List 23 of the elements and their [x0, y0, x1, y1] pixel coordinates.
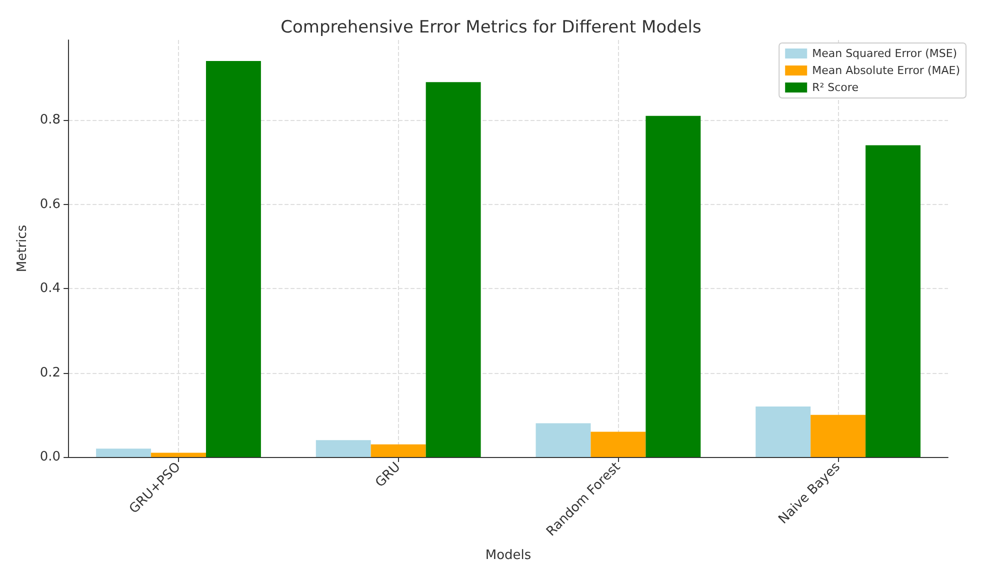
bar	[316, 440, 371, 457]
legend-label: Mean Squared Error (MSE)	[812, 47, 958, 60]
y-tick-label: 0.2	[40, 365, 61, 380]
bar	[426, 82, 481, 457]
legend-label: R² Score	[812, 81, 859, 94]
bar	[810, 414, 866, 457]
y-tick-label: 0.4	[40, 281, 61, 296]
chart-title: Comprehensive Error Metrics for Different Models	[280, 18, 702, 38]
y-tick-label: 0.8	[40, 112, 61, 128]
bar	[370, 444, 426, 457]
bar	[96, 448, 152, 457]
bar	[646, 116, 701, 457]
bar	[151, 452, 206, 457]
bar	[536, 423, 591, 457]
bar	[590, 432, 646, 457]
y-tick-label: 0.0	[40, 450, 61, 464]
legend-label: Mean Absolute Error (MAE)	[812, 64, 960, 77]
x-axis-title: Models	[485, 548, 532, 563]
bar	[206, 61, 261, 457]
bar	[866, 145, 921, 457]
y-axis-title: Metrics	[15, 224, 30, 272]
bar	[756, 406, 811, 457]
y-tick-label: 0.6	[40, 196, 61, 212]
